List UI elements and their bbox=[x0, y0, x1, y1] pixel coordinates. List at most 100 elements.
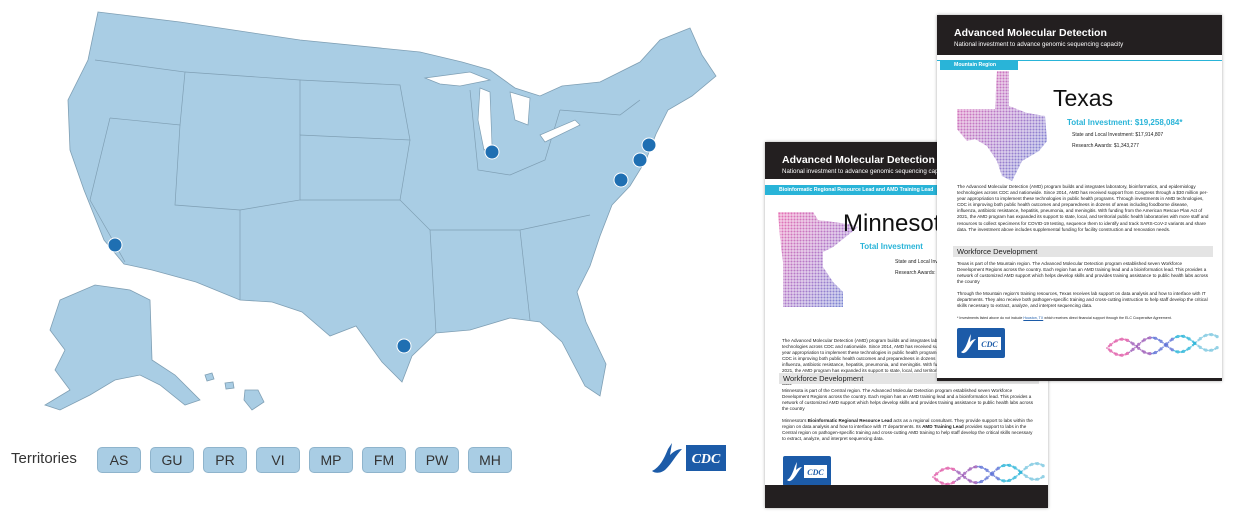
dna-dot bbox=[1159, 339, 1163, 343]
hhs-eagle bbox=[787, 462, 802, 482]
territory-button[interactable]: GU bbox=[150, 447, 194, 473]
cdc-box bbox=[686, 445, 726, 471]
dna-dot bbox=[935, 478, 939, 482]
dna-dot bbox=[1128, 351, 1131, 353]
dna-dot bbox=[991, 471, 995, 475]
dna-dot bbox=[1209, 348, 1214, 352]
territory-button[interactable]: FM bbox=[362, 447, 406, 473]
dna-dot bbox=[943, 468, 945, 470]
dna-dot bbox=[1184, 336, 1187, 338]
dna-dot bbox=[1207, 334, 1209, 336]
dna-dot bbox=[1145, 338, 1147, 340]
dna-dot bbox=[1007, 463, 1012, 467]
dna-dot bbox=[977, 465, 979, 468]
hawaii[interactable] bbox=[204, 372, 215, 382]
dna-dot bbox=[1109, 349, 1113, 353]
dna-dot bbox=[1017, 473, 1021, 476]
dna-dot bbox=[1120, 337, 1124, 341]
doc-banner: Mountain Region bbox=[940, 60, 1018, 70]
hawaii[interactable] bbox=[224, 381, 235, 390]
state-name: Texas bbox=[1053, 85, 1114, 111]
dna-dot bbox=[949, 467, 951, 470]
hhs-eagle bbox=[652, 443, 682, 473]
state-name: Minnesota bbox=[843, 210, 954, 237]
location-marker[interactable] bbox=[484, 144, 500, 160]
dna-dot bbox=[1021, 472, 1024, 475]
state-borders bbox=[89, 59, 641, 334]
dna-dot bbox=[1204, 348, 1208, 352]
doc-title: Advanced Molecular Detection bbox=[782, 154, 935, 166]
cdc-text: CDC bbox=[981, 340, 998, 349]
divider bbox=[937, 60, 1222, 61]
total-investment: Total Investment: $19,258,084* bbox=[1067, 118, 1183, 127]
state-border bbox=[94, 59, 186, 126]
dna-dot bbox=[1109, 343, 1113, 347]
territory-button[interactable]: PW bbox=[415, 447, 459, 473]
state-border bbox=[469, 89, 561, 176]
location-marker[interactable] bbox=[107, 237, 123, 253]
research-awards: Research Awards: $ bbox=[895, 270, 940, 276]
dna-dot bbox=[1148, 336, 1152, 340]
doc-subtitle: National investment to advance genomic s… bbox=[782, 168, 952, 175]
dna-dot bbox=[988, 471, 990, 473]
dna-dot bbox=[1111, 351, 1114, 353]
resource-paragraph: Minnesota's Bioinformatic Regional Resou… bbox=[782, 418, 1034, 442]
dna-dot bbox=[974, 481, 978, 485]
cdc-text: CDC bbox=[807, 468, 824, 477]
dna-dot bbox=[937, 471, 940, 473]
territory-button[interactable]: VI bbox=[256, 447, 300, 473]
location-marker[interactable] bbox=[641, 137, 657, 153]
dna-dot bbox=[1007, 478, 1012, 482]
footnote-link[interactable]: Houston, TX bbox=[1023, 316, 1044, 320]
dna-dot bbox=[1002, 463, 1006, 468]
dna-dot bbox=[1024, 474, 1028, 478]
dna-dot bbox=[1035, 462, 1040, 466]
dna-dot bbox=[1137, 342, 1141, 346]
dna-dot bbox=[1181, 334, 1186, 338]
dna-dot bbox=[1005, 480, 1007, 482]
dna-dot bbox=[1035, 477, 1040, 481]
dna-dot bbox=[971, 481, 973, 483]
dna-dot bbox=[960, 473, 962, 476]
dna-dot bbox=[1204, 333, 1208, 337]
dna-dot bbox=[954, 480, 957, 482]
dna-dot bbox=[1134, 344, 1136, 347]
document-texas[interactable]: Advanced Molecular Detection National in… bbox=[937, 15, 1222, 381]
dna-dot bbox=[1005, 464, 1007, 466]
dna-dot bbox=[1137, 346, 1141, 350]
dna-dot bbox=[1148, 352, 1152, 356]
location-marker[interactable] bbox=[396, 338, 412, 354]
territory-button[interactable]: MP bbox=[309, 447, 353, 473]
dna-dot bbox=[1027, 465, 1029, 468]
territory-button[interactable]: MH bbox=[468, 447, 512, 473]
lake-erie bbox=[539, 119, 581, 143]
dna-dot bbox=[968, 467, 972, 471]
state-border bbox=[174, 124, 241, 300]
dna-dot bbox=[1033, 463, 1035, 465]
hawaii[interactable] bbox=[243, 389, 265, 411]
state-dots bbox=[778, 212, 858, 307]
dna-dot bbox=[960, 475, 962, 478]
dna-dot bbox=[1134, 346, 1136, 349]
doc-footer bbox=[765, 485, 1048, 508]
territory-button[interactable]: PR bbox=[203, 447, 247, 473]
location-marker[interactable] bbox=[632, 152, 648, 168]
dna-dot bbox=[946, 466, 950, 470]
dna-dot bbox=[1198, 345, 1202, 349]
territory-button[interactable]: AS bbox=[97, 447, 141, 473]
dna-dot bbox=[965, 470, 968, 473]
cdc-logo: CDC bbox=[652, 443, 726, 473]
mainland-us[interactable] bbox=[67, 11, 717, 397]
text: Through the Mountain region's training r… bbox=[957, 291, 1208, 309]
dna-dot bbox=[988, 475, 990, 477]
dna-dot bbox=[946, 482, 950, 486]
doc-title: Advanced Molecular Detection bbox=[954, 27, 1107, 39]
dna-dot bbox=[1207, 349, 1209, 352]
dna-dot bbox=[1106, 347, 1108, 349]
workforce-paragraph: Texas is part of the Mountain region. Th… bbox=[957, 261, 1208, 285]
location-marker[interactable] bbox=[613, 172, 629, 188]
dna-dot bbox=[1123, 354, 1125, 356]
alaska[interactable] bbox=[44, 284, 201, 411]
dna-dot bbox=[1215, 346, 1219, 350]
